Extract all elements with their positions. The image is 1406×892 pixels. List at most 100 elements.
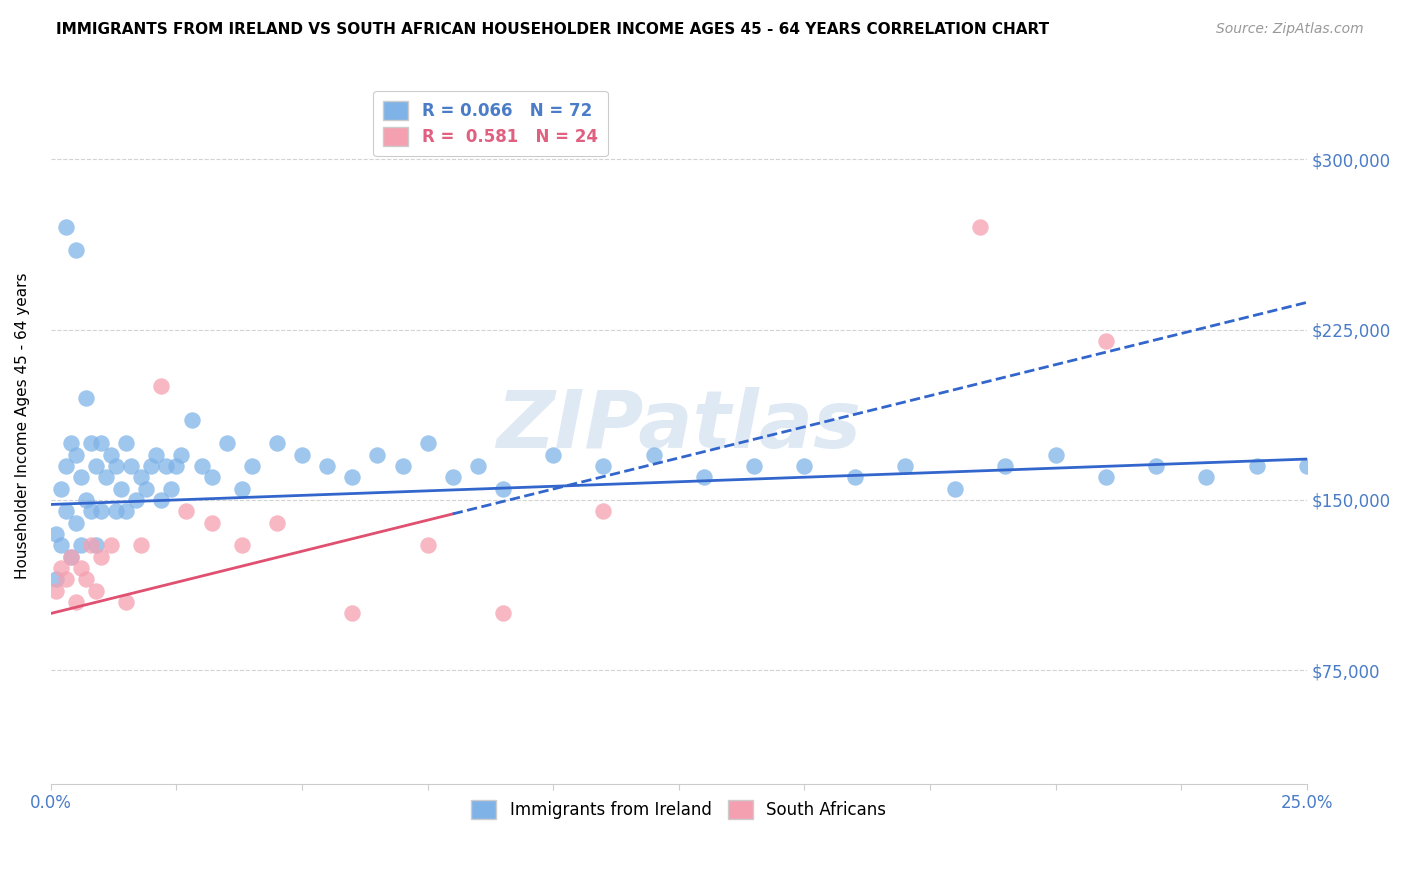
Point (70, 538, 93, 552)
Point (55, 573, 77, 587)
Point (366, 448, 388, 462)
Point (75, 573, 97, 587)
Point (45, 583, 67, 598)
Text: ZIPatlas: ZIPatlas (496, 387, 862, 465)
Point (70, 470, 93, 484)
Point (165, 458, 187, 473)
Point (105, 458, 128, 473)
Point (441, 470, 464, 484)
Point (125, 492, 148, 507)
Point (65, 243, 87, 257)
Text: IMMIGRANTS FROM IRELAND VS SOUTH AFRICAN HOUSEHOLDER INCOME AGES 45 - 64 YEARS C: IMMIGRANTS FROM IRELAND VS SOUTH AFRICAN… (56, 22, 1049, 37)
Point (342, 470, 364, 484)
Point (1045, 448, 1067, 462)
Point (120, 458, 142, 473)
Point (492, 607, 515, 621)
Point (592, 504, 614, 518)
Point (894, 458, 917, 473)
Point (643, 448, 665, 462)
Point (1195, 470, 1218, 484)
Y-axis label: Householder Income Ages 45 - 64 years: Householder Income Ages 45 - 64 years (15, 273, 30, 580)
Point (145, 448, 167, 462)
Point (65, 516, 87, 530)
Text: Source: ZipAtlas.com: Source: ZipAtlas.com (1216, 22, 1364, 37)
Point (65, 595, 87, 609)
Point (59, 549, 82, 564)
Point (129, 538, 152, 552)
Point (65, 448, 87, 462)
Point (100, 448, 122, 462)
Point (180, 413, 202, 427)
Point (84, 538, 107, 552)
Point (155, 458, 177, 473)
Point (844, 470, 866, 484)
Point (231, 482, 253, 496)
Point (316, 458, 339, 473)
Point (55, 458, 77, 473)
Point (45, 573, 67, 587)
Point (49, 538, 72, 552)
Point (416, 436, 439, 450)
Point (135, 482, 157, 496)
Point (793, 458, 815, 473)
Point (105, 504, 128, 518)
Point (84, 458, 107, 473)
Point (266, 436, 288, 450)
Point (160, 482, 183, 496)
Point (201, 470, 224, 484)
Point (110, 482, 132, 496)
Point (75, 391, 97, 405)
Point (90, 436, 112, 450)
Point (115, 436, 138, 450)
Point (943, 482, 966, 496)
Point (100, 538, 122, 552)
Point (59, 436, 82, 450)
Point (90, 504, 112, 518)
Point (231, 538, 253, 552)
Point (49, 561, 72, 575)
Point (1296, 458, 1319, 473)
Point (170, 448, 193, 462)
Point (94, 470, 117, 484)
Point (391, 458, 413, 473)
Point (59, 549, 82, 564)
Point (742, 458, 765, 473)
Point (80, 504, 103, 518)
Point (541, 448, 564, 462)
Point (141, 458, 163, 473)
Point (1246, 458, 1268, 473)
Point (416, 538, 439, 552)
Legend: Immigrants from Ireland, South Africans: Immigrants from Ireland, South Africans (464, 793, 893, 825)
Point (80, 538, 103, 552)
Point (55, 220, 77, 235)
Point (201, 516, 224, 530)
Point (266, 516, 288, 530)
Point (176, 504, 198, 518)
Point (150, 379, 173, 393)
Point (1144, 458, 1167, 473)
Point (70, 561, 93, 575)
Point (55, 504, 77, 518)
Point (90, 549, 112, 564)
Point (115, 504, 138, 518)
Point (994, 458, 1017, 473)
Point (342, 607, 364, 621)
Point (1095, 334, 1118, 348)
Point (49, 482, 72, 496)
Point (592, 458, 614, 473)
Point (969, 220, 991, 235)
Point (693, 470, 716, 484)
Point (115, 595, 138, 609)
Point (150, 492, 173, 507)
Point (84, 583, 107, 598)
Point (215, 436, 238, 450)
Point (75, 492, 97, 507)
Point (467, 458, 489, 473)
Point (45, 527, 67, 541)
Point (492, 482, 515, 496)
Point (80, 436, 103, 450)
Point (1095, 470, 1118, 484)
Point (240, 458, 263, 473)
Point (129, 470, 152, 484)
Point (190, 458, 212, 473)
